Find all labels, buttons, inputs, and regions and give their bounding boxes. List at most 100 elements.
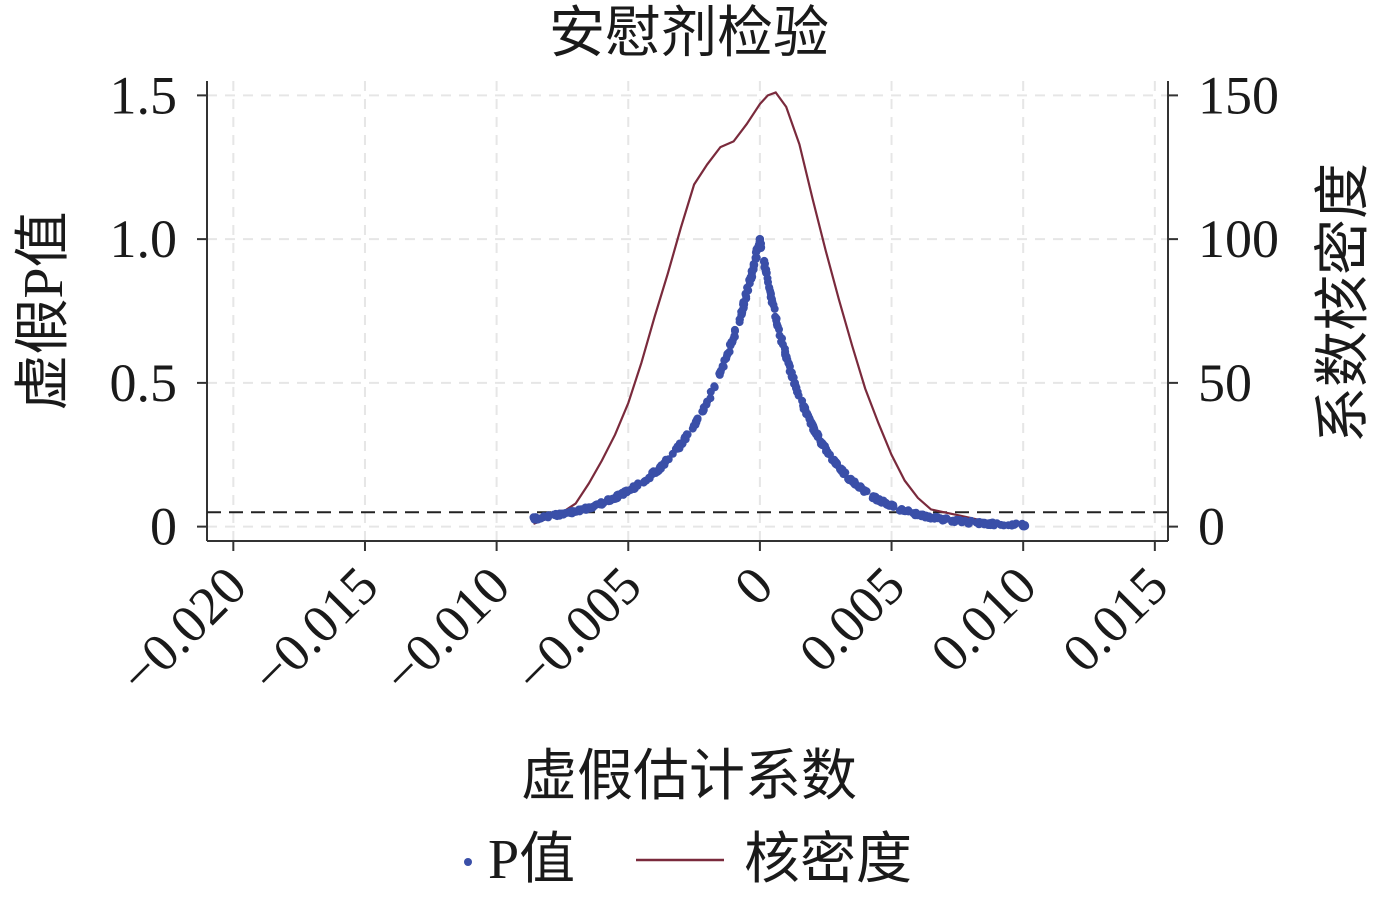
p-value-point bbox=[749, 260, 758, 269]
p-value-point bbox=[529, 513, 538, 522]
chart-title: 安慰剂检验 bbox=[549, 3, 829, 65]
p-value-point bbox=[719, 362, 728, 371]
p-value-point bbox=[911, 511, 920, 520]
y-axis-title: 虚假P值 bbox=[13, 211, 75, 410]
p-value-point bbox=[792, 384, 800, 393]
legend-label-density: 核密度 bbox=[744, 829, 912, 891]
legend: P值 核密度 bbox=[464, 829, 912, 891]
p-value-point bbox=[1020, 521, 1029, 530]
p-value-point bbox=[577, 505, 586, 514]
p-value-point bbox=[784, 358, 793, 367]
p-value-point bbox=[869, 492, 878, 501]
p-value-point bbox=[777, 337, 786, 346]
p-value-point bbox=[818, 441, 827, 450]
p-value-point bbox=[566, 508, 575, 517]
p-value-point bbox=[767, 295, 776, 304]
density-layer bbox=[533, 91, 1024, 525]
p-value-point bbox=[775, 331, 784, 340]
p-value-point bbox=[770, 304, 779, 313]
p-value-point bbox=[813, 429, 822, 438]
p-value-point bbox=[739, 305, 747, 314]
p-value-point bbox=[999, 521, 1008, 530]
p-value-point bbox=[930, 513, 939, 522]
legend-marker-p-value bbox=[464, 858, 472, 866]
p-value-point bbox=[689, 421, 698, 430]
y2-axis-title: 系数核密度 bbox=[1313, 163, 1375, 443]
p-value-point bbox=[826, 450, 834, 459]
x-axis: −0.020−0.015−0.010−0.005 0 0.005 0.010 0.015 bbox=[108, 541, 1179, 705]
p-value-point bbox=[648, 470, 656, 479]
y2-tick-label-2: 100 bbox=[1198, 209, 1279, 269]
p-value-point bbox=[850, 478, 859, 487]
x-tick-label-4: 0 bbox=[723, 555, 785, 617]
x-tick-label-0: −0.020 bbox=[108, 555, 258, 705]
p-value-point bbox=[804, 411, 813, 420]
p-value-point bbox=[622, 486, 631, 495]
x-tick-label-6: 0.010 bbox=[919, 555, 1047, 683]
p-value-point bbox=[671, 444, 680, 453]
p-value-point bbox=[730, 325, 739, 334]
x-axis-title: 虚假估计系数 bbox=[521, 746, 857, 808]
x-tick-label-3: −0.005 bbox=[503, 555, 653, 705]
p-value-point bbox=[939, 514, 948, 523]
p-value-point bbox=[787, 372, 796, 381]
p-value-point bbox=[630, 482, 639, 491]
p-value-point bbox=[782, 352, 791, 361]
p-value-point bbox=[751, 248, 760, 257]
p-value-point bbox=[794, 391, 803, 400]
p-value-point bbox=[743, 283, 752, 292]
y-tick-label-2: 1.0 bbox=[110, 209, 178, 269]
p-value-point bbox=[683, 430, 692, 439]
p-value-point bbox=[596, 500, 605, 509]
y-axis-left: 0 0.5 1.0 1.5 bbox=[110, 65, 207, 557]
x-tick-label-7: 0.015 bbox=[1051, 555, 1179, 683]
p-value-point bbox=[544, 513, 553, 522]
p-value-point bbox=[726, 341, 735, 350]
p-value-point bbox=[693, 414, 702, 423]
y2-tick-label-1: 50 bbox=[1198, 353, 1252, 413]
p-value-point bbox=[661, 455, 670, 464]
y-tick-label-0: 0 bbox=[150, 497, 177, 557]
p-value-point bbox=[831, 459, 840, 468]
p-value-point bbox=[554, 511, 563, 519]
p-value-point bbox=[706, 394, 715, 403]
p-value-point bbox=[991, 519, 999, 528]
p-value-point bbox=[953, 516, 961, 524]
p-value-point bbox=[809, 423, 818, 432]
plot-frame bbox=[206, 81, 1169, 542]
grid-lines bbox=[207, 81, 1168, 541]
p-value-point bbox=[741, 289, 750, 298]
y-tick-label-3: 1.5 bbox=[110, 65, 178, 125]
p-value-point bbox=[1007, 521, 1016, 530]
p-value-point bbox=[879, 496, 888, 505]
x-tick-label-1: −0.015 bbox=[240, 555, 390, 705]
x-tick-label-2: −0.010 bbox=[371, 555, 521, 705]
p-value-point bbox=[887, 500, 896, 509]
legend-label-p-value: P值 bbox=[488, 829, 575, 891]
density-curve bbox=[533, 91, 1024, 525]
p-value-point bbox=[760, 263, 769, 272]
p-value-point bbox=[735, 315, 744, 324]
p-value-point bbox=[800, 402, 809, 411]
p-value-point bbox=[710, 383, 719, 392]
p-value-point bbox=[858, 485, 867, 494]
p-value-point bbox=[745, 276, 754, 284]
p-value-point bbox=[756, 239, 765, 248]
p-value-point bbox=[536, 514, 544, 523]
p-value-point bbox=[605, 495, 614, 504]
y2-tick-label-3: 150 bbox=[1198, 65, 1279, 125]
p-value-point bbox=[699, 403, 708, 412]
p-value-point bbox=[775, 325, 783, 334]
p-value-point bbox=[839, 470, 848, 479]
p-value-point bbox=[902, 507, 911, 515]
p-value-point bbox=[723, 351, 731, 360]
y-tick-label-1: 0.5 bbox=[110, 353, 178, 413]
p-value-point bbox=[763, 274, 772, 283]
p-value-point bbox=[730, 332, 739, 341]
p-value-point bbox=[922, 511, 931, 520]
p-value-point bbox=[771, 312, 780, 321]
p-value-point bbox=[587, 504, 596, 512]
p-value-points bbox=[529, 235, 1030, 531]
x-tick-label-5: 0.005 bbox=[788, 555, 916, 683]
